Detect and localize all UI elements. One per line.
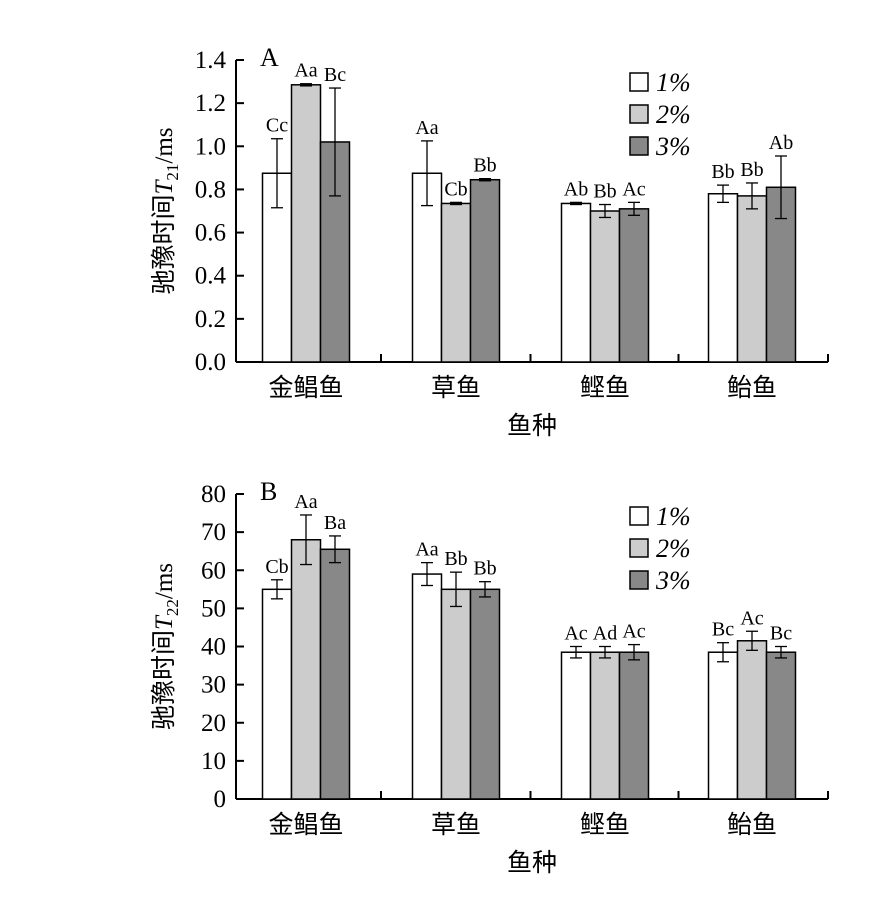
legend-label: 1% (656, 502, 691, 531)
y-tick-label: 40 (201, 634, 226, 661)
x-category-label: 鲐鱼 (727, 373, 777, 402)
y-tick-label: 0.2 (195, 306, 226, 333)
legend-swatch (629, 570, 649, 590)
y-tick-label: 50 (201, 595, 226, 622)
y-axis-title: 驰豫时间T22/ms (149, 563, 182, 730)
bar (589, 651, 621, 800)
y-axis-title-subscript: 22 (163, 599, 182, 616)
bar (736, 640, 768, 800)
y-tick-label: 0.6 (195, 220, 226, 247)
bar (560, 202, 592, 363)
bar (469, 588, 501, 800)
x-category-label: 鲐鱼 (727, 810, 777, 839)
y-tick-label: 1.0 (195, 133, 226, 160)
significance-label: Ac (564, 623, 587, 645)
x-axis-title: 鱼种 (507, 411, 557, 440)
y-axis-title-subscript: 21 (163, 164, 182, 181)
bar (440, 202, 472, 363)
significance-label: Bb (740, 159, 763, 181)
x-category-label: 鲣鱼 (580, 373, 630, 402)
x-category-label: 鲣鱼 (580, 810, 630, 839)
bar (707, 651, 739, 800)
significance-label: Ab (769, 132, 793, 154)
x-category-label: 草鱼 (431, 810, 481, 839)
y-tick-label: 0.4 (195, 263, 227, 290)
bar (765, 651, 797, 800)
panel-letter: B (260, 477, 277, 506)
y-tick-label: 0.0 (195, 349, 226, 376)
x-category-label: 金鲳鱼 (268, 810, 343, 839)
y-tick-label: 1.4 (195, 47, 227, 74)
significance-label: Ac (740, 607, 763, 629)
legend-label: 1% (656, 68, 691, 97)
significance-label: Bc (324, 64, 346, 86)
bar (411, 573, 443, 800)
y-axis-title-unit: /ms (151, 127, 178, 163)
bar (560, 651, 592, 800)
bar (469, 178, 501, 363)
bar (261, 588, 293, 800)
significance-label: Ba (324, 512, 346, 534)
y-tick-label: 60 (201, 557, 226, 584)
legend-swatch (629, 538, 649, 558)
significance-label: Cc (266, 115, 288, 137)
y-axis-title-unit: /ms (151, 563, 178, 599)
significance-label: Bb (711, 161, 734, 183)
y-tick-label: 0.8 (195, 176, 226, 203)
y-axis-title-prefix: 驰豫时间 (149, 630, 178, 730)
significance-label: Ad (593, 623, 617, 645)
x-axis-title: 鱼种 (507, 848, 557, 877)
significance-label: Aa (415, 117, 438, 139)
significance-label: Cb (265, 556, 288, 578)
significance-label: Aa (294, 491, 317, 513)
legend-label: 3% (655, 566, 691, 595)
legend-label: 3% (655, 132, 691, 161)
y-tick-label: 80 (201, 481, 226, 508)
significance-label: Cb (444, 178, 467, 200)
legend-label: 2% (656, 534, 691, 563)
y-tick-label: 1.2 (195, 90, 226, 117)
legend-label: 2% (656, 100, 691, 129)
significance-label: Bc (770, 623, 792, 645)
significance-label: Bb (473, 155, 496, 177)
bar (618, 651, 650, 800)
legend-swatch (629, 104, 649, 124)
significance-label: Bb (473, 558, 496, 580)
y-tick-label: 10 (201, 748, 226, 775)
bar (589, 210, 621, 363)
legend-swatch (629, 136, 649, 156)
y-axis-title-symbol: T (151, 179, 178, 195)
y-axis-title-prefix: 驰豫时间 (149, 195, 178, 295)
bar (618, 208, 650, 363)
significance-label: Aa (415, 539, 438, 561)
legend-swatch (629, 72, 649, 92)
x-category-label: 金鲳鱼 (268, 373, 343, 402)
significance-label: Ac (622, 621, 645, 643)
significance-label: Bc (712, 619, 734, 641)
y-axis-title-symbol: T (151, 614, 178, 630)
y-tick-label: 70 (201, 519, 226, 546)
significance-label: Aa (294, 60, 317, 82)
bar (290, 539, 322, 800)
significance-label: Ab (564, 178, 588, 200)
bar (319, 548, 351, 800)
x-category-label: 草鱼 (431, 373, 481, 402)
y-axis-title: 驰豫时间T21/ms (149, 127, 182, 294)
bar (440, 588, 472, 800)
bar (736, 195, 768, 363)
y-tick-label: 30 (201, 672, 226, 699)
bar (290, 84, 322, 363)
y-tick-label: 20 (201, 710, 226, 737)
legend-swatch (629, 506, 649, 526)
significance-label: Bb (593, 181, 616, 203)
significance-label: Bb (444, 548, 467, 570)
significance-label: Ac (622, 178, 645, 200)
bar (707, 192, 739, 363)
y-tick-label: 0 (214, 786, 227, 813)
panel-letter: A (260, 43, 279, 72)
